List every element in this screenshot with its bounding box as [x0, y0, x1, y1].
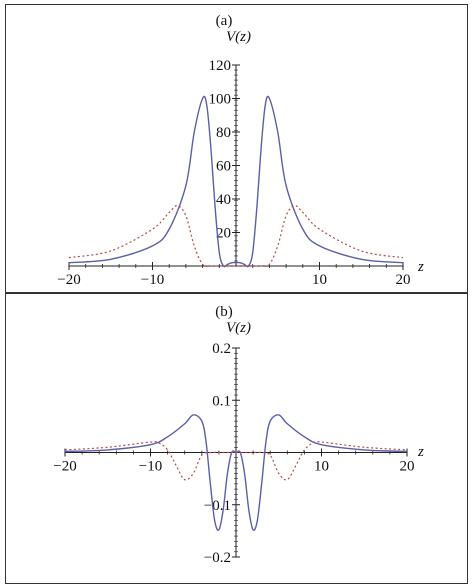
series-line-a-dotted [68, 205, 404, 267]
y-axis-label-a: V(z) [226, 29, 251, 45]
chart-panel-a: (a) V(z) z −20 −10 10 20 20 40 60 80 100 120 [5, 4, 468, 293]
y-tick-label-a: 100 [209, 92, 232, 108]
series-line-a-solid [68, 95, 404, 268]
series-line-b-dotted [64, 441, 408, 481]
x-axis-label-holder-b: z [417, 444, 424, 460]
panel-label-a: (a) [216, 13, 233, 29]
y-tick-label-b: −0.1 [204, 498, 231, 514]
x-tick-label-a: −20 [57, 272, 80, 288]
chart-b-svg: (b) V(z) z −20 −10 10 20 −0.2 −0.1 0.1 0.2 [53, 304, 424, 566]
x-tick-label-b: −10 [139, 459, 162, 475]
y-tick-label-a: 20 [216, 226, 231, 242]
y-axis-label-b: V(z) [226, 320, 251, 336]
y-tick-label-b: −0.2 [204, 550, 231, 566]
chart-a-svg: (a) V(z) z −20 −10 10 20 20 40 60 80 100 120 [57, 13, 424, 288]
x-tick-label-b: −20 [53, 459, 76, 475]
y-tick-label-a: 80 [216, 125, 231, 141]
y-tick-label-a: 60 [216, 159, 231, 175]
chart-panel-b: (b) V(z) z −20 −10 10 20 −0.2 −0.1 0.1 0.2 [5, 293, 468, 584]
x-axis-label-holder-a: z [417, 259, 424, 275]
y-tick-label-b: 0.2 [212, 341, 231, 357]
x-axis-label-b: z [417, 444, 424, 460]
y-tick-label-a: 40 [216, 192, 231, 208]
x-tick-label-a: 10 [312, 272, 327, 288]
y-tick-label-a: 120 [209, 58, 232, 74]
x-tick-label-b: 10 [314, 459, 329, 475]
x-tick-label-b: 20 [400, 459, 415, 475]
x-tick-label-a: 20 [396, 272, 411, 288]
y-tick-label-b: 0.1 [212, 393, 231, 409]
x-tick-label-a: −10 [141, 272, 164, 288]
series-line-b-solid [64, 414, 408, 531]
x-axis-label-a: z [417, 259, 424, 275]
panel-label-b: (b) [215, 304, 233, 320]
